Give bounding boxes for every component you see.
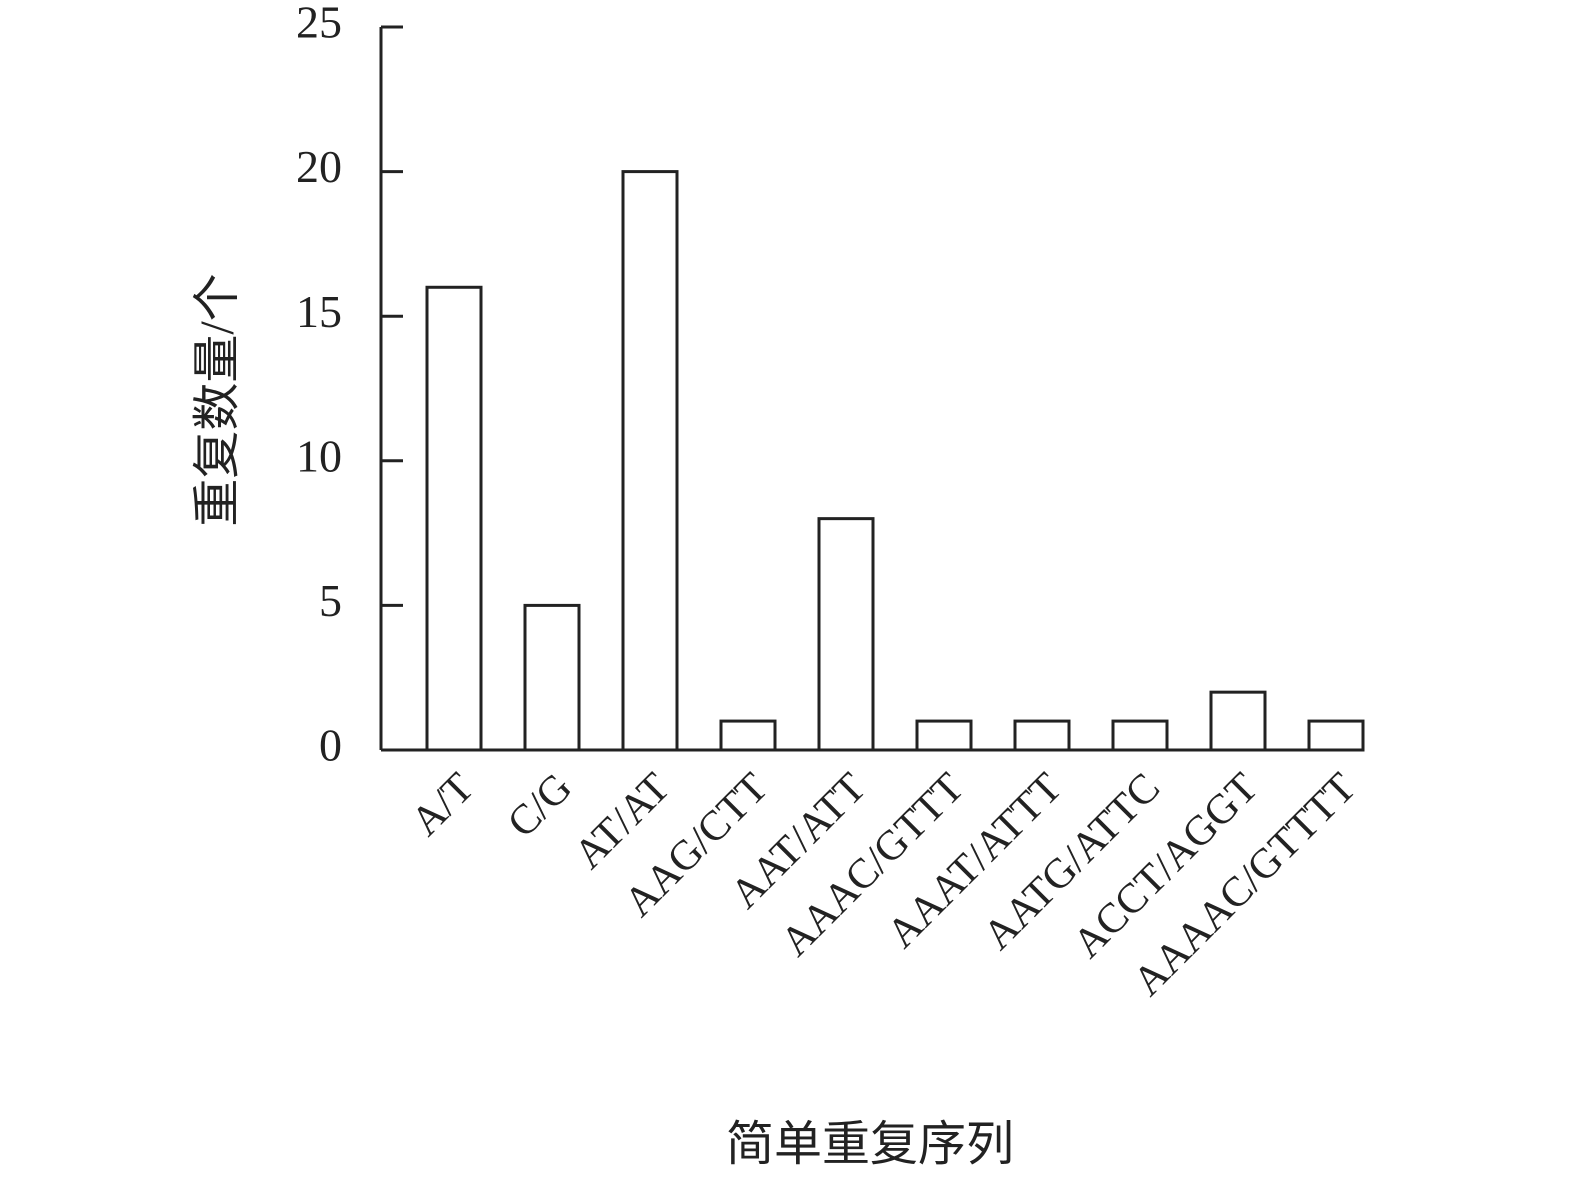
bar bbox=[523, 603, 581, 752]
bar bbox=[1307, 719, 1365, 752]
bar bbox=[621, 170, 679, 752]
y-tick-label: 25 bbox=[296, 0, 342, 48]
bar bbox=[425, 285, 483, 752]
bar bbox=[915, 719, 973, 752]
bar bbox=[817, 517, 875, 752]
x-tick-label: C/G bbox=[499, 765, 581, 847]
x-tick-label: A/T bbox=[403, 765, 483, 845]
bar bbox=[1013, 719, 1071, 752]
y-tick-label: 15 bbox=[296, 286, 342, 337]
bar bbox=[1209, 690, 1267, 752]
y-tick-label: 20 bbox=[296, 141, 342, 192]
y-tick-label: 0 bbox=[319, 720, 342, 771]
y-tick-label: 10 bbox=[296, 430, 342, 481]
y-axis-title: 重复数量/个 bbox=[191, 273, 244, 526]
bar bbox=[719, 719, 777, 752]
bar bbox=[1111, 719, 1169, 752]
x-axis-title: 简单重复序列 bbox=[726, 1118, 1014, 1171]
y-tick-label: 5 bbox=[319, 575, 342, 626]
